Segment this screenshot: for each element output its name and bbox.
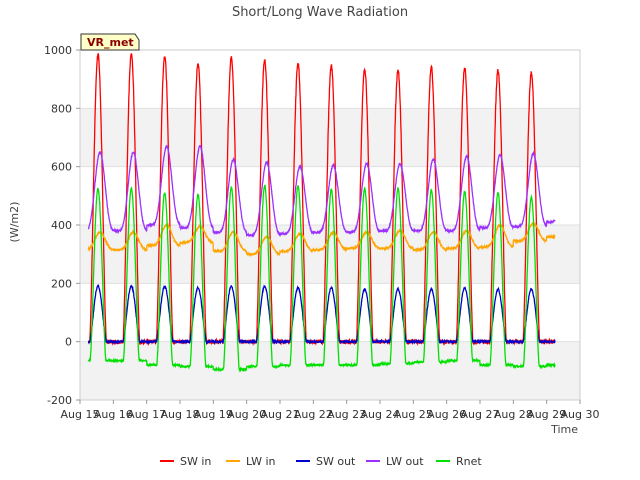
series-lines [87, 52, 556, 373]
x-tick-label: Aug 28 [494, 408, 533, 421]
y-axis-label: (W/m2) [8, 202, 21, 243]
background-band [80, 341, 580, 400]
x-tick-label: Aug 17 [127, 408, 166, 421]
x-tick-label: Aug 26 [427, 408, 466, 421]
x-tick-label: Aug 20 [227, 408, 266, 421]
x-tick-label: Aug 22 [294, 408, 333, 421]
y-tick-label: 400 [51, 219, 72, 232]
y-tick-label: -200 [47, 394, 72, 407]
site-label-box: VR_met [80, 33, 140, 51]
y-tick-label: 0 [65, 336, 72, 349]
background-band [80, 108, 580, 167]
legend-label: SW out [316, 455, 356, 468]
chart-title: Short/Long Wave Radiation [232, 5, 408, 20]
series-line-rnet [87, 184, 556, 373]
legend-label: LW out [386, 455, 424, 468]
legend-label: SW in [180, 455, 211, 468]
legend: SW in LW in SW out LW out Rnet [160, 455, 482, 468]
x-tick-label: Aug 30 [561, 408, 600, 421]
x-tick-label: Aug 21 [261, 408, 300, 421]
x-tick-label: Aug 19 [194, 408, 233, 421]
series-line-lw-in [87, 221, 556, 258]
y-axis-ticks: -200 0 200 400 600 800 1000 [44, 44, 80, 407]
x-tick-label: Aug 23 [327, 408, 366, 421]
x-axis-label: Time [550, 423, 578, 436]
x-tick-label: Aug 24 [361, 408, 400, 421]
series-line-sw-in [87, 52, 556, 347]
series-line-sw-out [87, 283, 556, 345]
series-line-lw-out [87, 144, 556, 238]
y-tick-label: 1000 [44, 44, 72, 57]
y-tick-label: 800 [51, 102, 72, 115]
legend-label: Rnet [456, 455, 482, 468]
y-tick-label: 600 [51, 161, 72, 174]
x-tick-label: Aug 25 [394, 408, 433, 421]
legend-label: LW in [246, 455, 276, 468]
x-tick-label: Aug 27 [461, 408, 500, 421]
site-label: VR_met [87, 36, 134, 49]
x-tick-label: Aug 29 [527, 408, 566, 421]
y-tick-label: 200 [51, 277, 72, 290]
x-tick-label: Aug 15 [61, 408, 100, 421]
x-tick-label: Aug 18 [161, 408, 200, 421]
x-tick-label: Aug 16 [94, 408, 133, 421]
